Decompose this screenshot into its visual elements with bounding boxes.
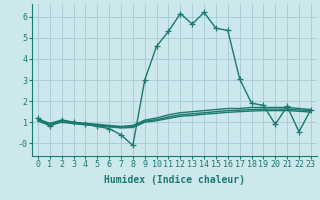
X-axis label: Humidex (Indice chaleur): Humidex (Indice chaleur): [104, 175, 245, 185]
